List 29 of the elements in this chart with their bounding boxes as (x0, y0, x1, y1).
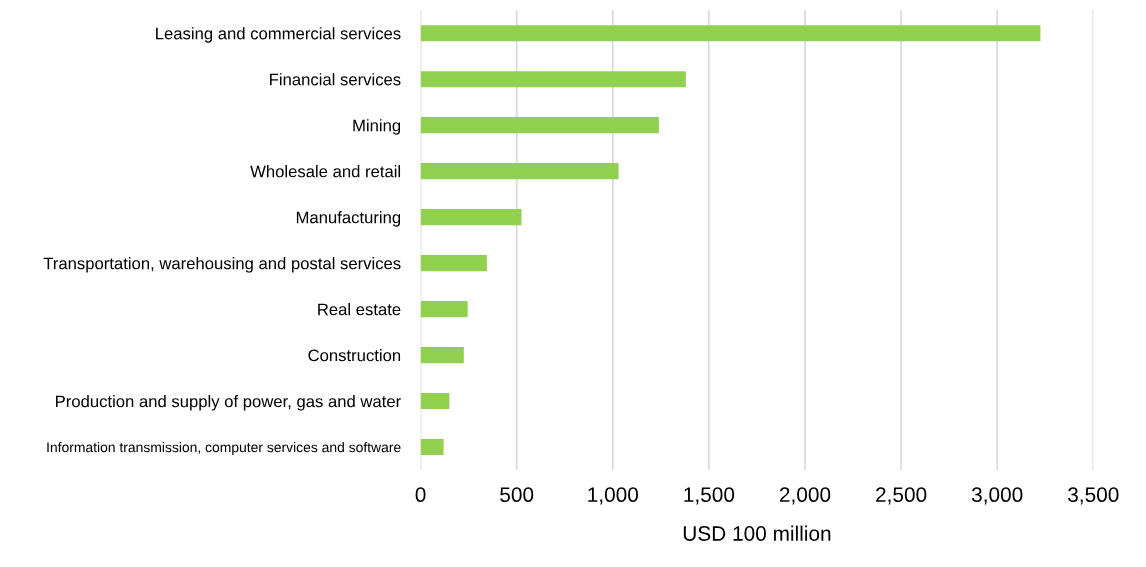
y-tick-label: Transportation, warehousing and postal services (43, 257, 401, 273)
x-tick-label: 0 (415, 487, 426, 503)
bar (420, 301, 468, 318)
bar (420, 347, 464, 364)
x-tick-label: 2,000 (779, 487, 831, 505)
x-tick-label: 3,000 (971, 487, 1023, 505)
x-tick-label: 3,500 (1068, 487, 1119, 505)
y-tick-label: Production and supply of power, gas and water (56, 395, 401, 411)
bar (420, 255, 487, 272)
bar (420, 439, 444, 456)
bar (420, 71, 686, 88)
x-tick-label: 1,000 (588, 487, 639, 505)
bar (420, 25, 1041, 42)
y-tick-label: Information transmission, computer services and software (47, 442, 401, 455)
bar (420, 163, 619, 180)
y-tick-label: Manufacturing (296, 211, 401, 227)
y-tick-label: Construction (308, 349, 401, 362)
y-tick-label: Real estate (318, 303, 401, 316)
y-tick-label: Wholesale and retail (250, 165, 401, 178)
x-tick-label: 2,500 (876, 487, 927, 505)
x-tick-label: 1,500 (684, 487, 735, 505)
x-axis-title: USD 100 million (683, 525, 831, 541)
bar (420, 117, 659, 134)
y-tick-label: Mining (353, 119, 401, 135)
bar (420, 209, 522, 226)
y-tick-label: Financial services (270, 73, 401, 86)
x-tick-label: 500 (500, 487, 534, 503)
y-tick-label: Leasing and commercial services (156, 27, 401, 43)
bar (420, 393, 450, 410)
